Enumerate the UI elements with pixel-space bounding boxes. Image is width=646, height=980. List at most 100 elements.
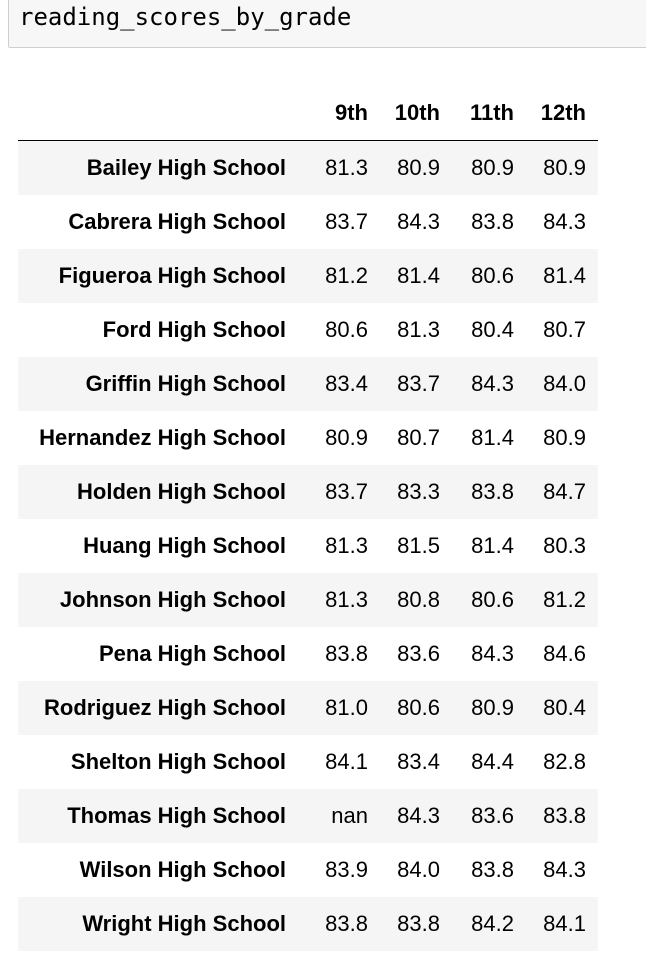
table-cell: 81.4: [543, 262, 586, 288]
table-cell: 83.7: [397, 370, 440, 396]
table-cell: 83.4: [325, 370, 368, 396]
column-header: 9th: [298, 86, 380, 141]
table-cell: 81.4: [471, 532, 514, 558]
table-cell: 84.3: [543, 208, 586, 234]
row-label: Huang High School: [83, 532, 286, 558]
table-cell: 81.0: [325, 694, 368, 720]
table-cell: 80.9: [471, 154, 514, 180]
column-header: 12th: [526, 86, 598, 141]
table-cell: nan: [331, 802, 368, 828]
table-row: Holden High School 83.7 83.3 83.8 84.7: [18, 464, 598, 519]
table-cell: 81.2: [543, 586, 586, 612]
table-cell: 81.5: [397, 532, 440, 558]
table-cell: 83.4: [397, 748, 440, 774]
output-dataframe: 9th 10th 11th 12th Bailey High School 81.…: [18, 86, 598, 951]
column-header: 11th: [452, 86, 526, 141]
table-cell: 80.8: [397, 586, 440, 612]
index-header: [18, 86, 298, 141]
table-cell: 84.0: [397, 856, 440, 882]
table-row: Wilson High School 83.9 84.0 83.8 84.3: [18, 843, 598, 897]
row-label: Rodriguez High School: [44, 694, 286, 720]
table-cell: 80.9: [397, 154, 440, 180]
table-cell: 83.8: [325, 640, 368, 666]
table-row: Huang High School 81.3 81.5 81.4 80.3: [18, 519, 598, 573]
table-cell: 81.3: [325, 154, 368, 180]
table-cell: 84.2: [471, 910, 514, 936]
row-label: Johnson High School: [59, 586, 286, 612]
table-cell: 84.3: [397, 802, 440, 828]
row-label: Pena High School: [98, 640, 286, 666]
table-row: Shelton High School 84.1 83.4 84.4 82.8: [18, 735, 598, 789]
table-cell: 83.8: [471, 856, 514, 882]
table-cell: 80.6: [471, 586, 514, 612]
table-cell: 80.6: [471, 262, 514, 288]
table-cell: 83.6: [471, 802, 514, 828]
row-label: Holden High School: [77, 478, 286, 504]
table-row: Cabrera High School 83.7 84.3 83.8 84.3: [18, 195, 598, 249]
row-label: Wright High School: [82, 910, 286, 936]
table-cell: 84.1: [543, 910, 586, 936]
table-row: Bailey High School 81.3 80.9 80.9 80.9: [18, 140, 598, 195]
table-cell: 81.4: [471, 424, 514, 450]
table-cell: 81.3: [397, 316, 440, 342]
table-row: Rodriguez High School 81.0 80.6 80.9 80.4: [18, 680, 598, 735]
table-cell: 84.0: [543, 370, 586, 396]
code-cell-text: reading_scores_by_grade: [19, 3, 352, 31]
table-cell: 83.8: [471, 208, 514, 234]
table-row: Pena High School 83.8 83.6 84.3 84.6: [18, 627, 598, 681]
table-row: Thomas High School nan 84.3 83.6 83.8: [18, 788, 598, 843]
table-cell: 83.6: [397, 640, 440, 666]
table-cell: 80.7: [397, 424, 440, 450]
table-cell: 82.8: [543, 748, 586, 774]
table-cell: 83.8: [471, 478, 514, 504]
table-row: Ford High School 80.6 81.3 80.4 80.7: [18, 303, 598, 357]
table-cell: 84.6: [543, 640, 586, 666]
row-label: Hernandez High School: [39, 424, 286, 450]
table-cell: 81.4: [397, 262, 440, 288]
table-cell: 81.3: [325, 532, 368, 558]
header-row: 9th 10th 11th 12th: [18, 86, 598, 141]
table-row: Figueroa High School 81.2 81.4 80.6 81.4: [18, 248, 598, 303]
table-header: 9th 10th 11th 12th: [18, 86, 598, 141]
table-cell: 83.7: [325, 208, 368, 234]
table-cell: 80.9: [325, 424, 368, 450]
row-label: Ford High School: [102, 316, 286, 342]
table-cell: 83.8: [325, 910, 368, 936]
row-label: Thomas High School: [67, 802, 286, 828]
table-cell: 83.3: [397, 478, 440, 504]
table-cell: 83.9: [325, 856, 368, 882]
table-cell: 80.9: [543, 154, 586, 180]
table-cell: 80.7: [543, 316, 586, 342]
table-cell: 80.9: [543, 424, 586, 450]
table-cell: 80.6: [325, 316, 368, 342]
table-row: Hernandez High School 80.9 80.7 81.4 80.9: [18, 411, 598, 465]
table-cell: 80.6: [397, 694, 440, 720]
row-label: Bailey High School: [86, 154, 286, 180]
table-cell: 80.3: [543, 532, 586, 558]
row-label: Shelton High School: [70, 748, 286, 774]
column-header: 10th: [380, 86, 452, 141]
table-cell: 81.3: [325, 586, 368, 612]
table-cell: 84.1: [325, 748, 368, 774]
table-row: Griffin High School 83.4 83.7 84.3 84.0: [18, 356, 598, 411]
table-cell: 84.3: [471, 370, 514, 396]
table-cell: 80.4: [471, 316, 514, 342]
table-cell: 84.3: [397, 208, 440, 234]
row-label: Figueroa High School: [58, 262, 286, 288]
reading-scores-table: 9th 10th 11th 12th Bailey High School 81.…: [18, 86, 598, 951]
table-cell: 80.9: [471, 694, 514, 720]
table-body: Bailey High School 81.3 80.9 80.9 80.9 Cabrer…: [18, 140, 598, 951]
table-cell: 83.8: [543, 802, 586, 828]
table-row: Johnson High School 81.3 80.8 80.6 81.2: [18, 572, 598, 627]
table-cell: 84.7: [543, 478, 586, 504]
table-cell: 83.7: [325, 478, 368, 504]
row-label: Cabrera High School: [68, 208, 286, 234]
code-cell-input[interactable]: reading_scores_by_grade: [8, 0, 646, 48]
table-cell: 84.4: [471, 748, 514, 774]
row-label: Wilson High School: [79, 856, 286, 882]
table-cell: 80.4: [543, 694, 586, 720]
row-label: Griffin High School: [85, 370, 286, 396]
table-cell: 84.3: [543, 856, 586, 882]
table-cell: 83.8: [397, 910, 440, 936]
table-cell: 84.3: [471, 640, 514, 666]
